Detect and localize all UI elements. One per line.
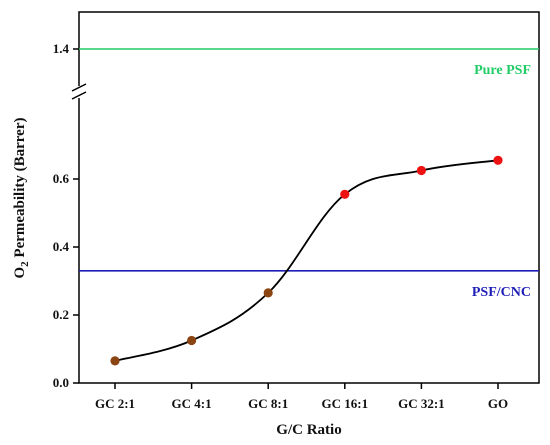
y-tick-label: 0.4 <box>53 239 70 254</box>
y-axis-title: O2 Permeability (Barrer) <box>12 117 31 278</box>
x-axis-ticks: GC 2:1 GC 4:1 GC 8:1 GC 16:1 GC 32:1 GO <box>95 383 508 411</box>
y-axis-ticks: 0.0 0.2 0.4 0.6 1.4 <box>53 41 79 390</box>
y-tick-label: 0.0 <box>53 375 69 390</box>
plot-frame <box>78 11 540 384</box>
x-tick-label: GC 4:1 <box>172 396 212 411</box>
x-axis-title: G/C Ratio <box>276 422 341 438</box>
y-axis-title-rest: Permeability (Barrer) <box>12 117 28 261</box>
reference-label-pure-psf: Pure PSF <box>474 63 531 78</box>
y-axis-title-subscript: 2 <box>19 261 31 267</box>
x-tick-label: GC 16:1 <box>322 396 369 411</box>
data-point <box>110 356 120 366</box>
series-line <box>114 159 499 362</box>
data-point <box>263 288 273 298</box>
reference-label-psf-cnc: PSF/CNC <box>472 285 531 300</box>
axis-break-mark-upper <box>71 83 87 92</box>
x-tick-label: GC 32:1 <box>398 396 445 411</box>
data-point <box>416 165 426 176</box>
data-point <box>187 335 197 346</box>
data-point <box>493 155 503 165</box>
plot-area <box>70 11 540 384</box>
series-layer <box>110 155 503 366</box>
x-tick-label: GC 8:1 <box>248 396 288 411</box>
x-tick-label: GO <box>488 396 508 411</box>
data-point <box>340 189 350 199</box>
x-tick-label: GC 2:1 <box>95 396 135 411</box>
axis-break-mark-lower <box>71 91 87 100</box>
y-axis-title-main: O <box>12 267 28 279</box>
y-tick-label: 0.2 <box>53 307 69 322</box>
y-tick-label-upper: 1.4 <box>53 41 70 56</box>
reference-lines: Pure PSF PSF/CNC <box>79 48 539 300</box>
y-tick-label: 0.6 <box>53 171 70 186</box>
